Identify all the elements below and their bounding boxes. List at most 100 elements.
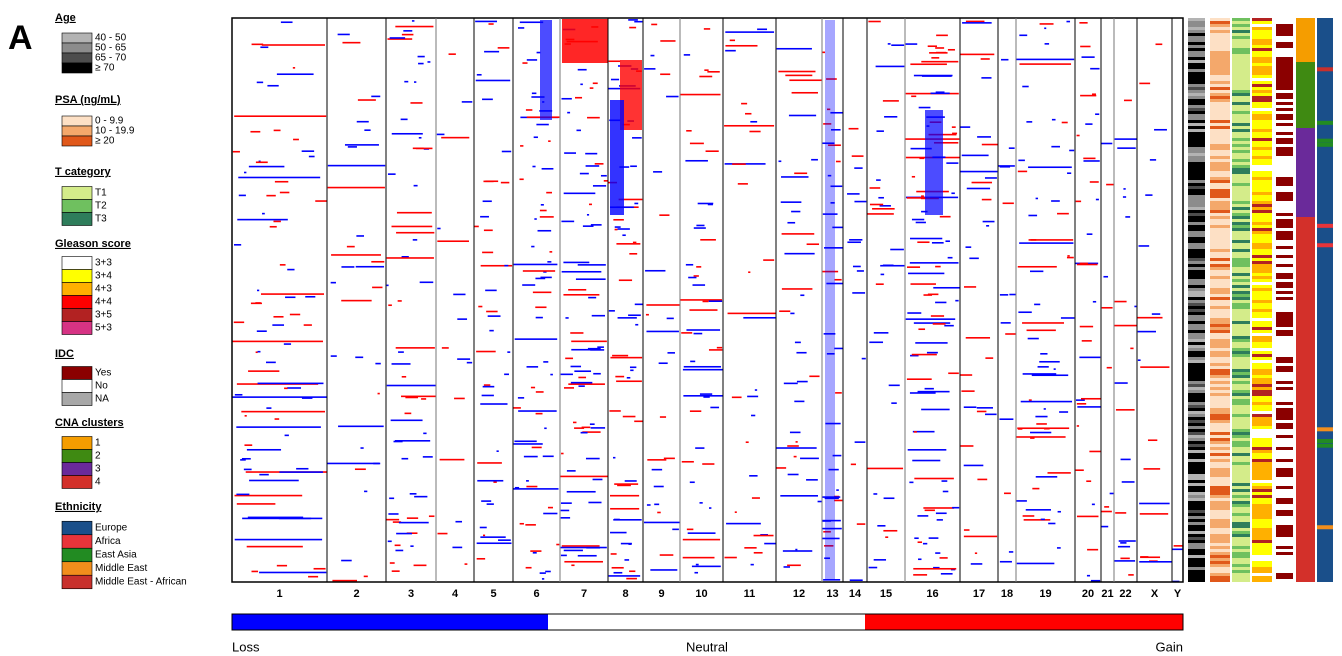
annotation-cell [1276, 264, 1293, 267]
annotation-cell [1232, 213, 1250, 216]
annotation-cell [1188, 48, 1205, 51]
cna-segment [653, 171, 663, 173]
annotation-cell [1232, 198, 1250, 201]
annotation-cell [1232, 546, 1250, 549]
annotation-cell [1188, 396, 1205, 399]
cna-segment [1075, 200, 1082, 203]
annotation-cell [1188, 324, 1205, 327]
annotation-cell [1210, 411, 1230, 414]
annotation-cell [1252, 270, 1272, 273]
annotation-cell [1252, 198, 1272, 201]
annotation-cell [1276, 222, 1293, 225]
cna-segment [906, 197, 926, 199]
cna-segment [251, 570, 259, 573]
cna-segment [912, 430, 935, 433]
cna-segment [680, 93, 721, 96]
annotation-cell [1252, 282, 1272, 285]
annotation-cell [1232, 216, 1250, 219]
annotation-cell [1210, 414, 1230, 417]
annotation-cell [1276, 303, 1293, 306]
cna-segment [856, 270, 864, 272]
annotation-cell [1276, 123, 1293, 126]
cna-segment [965, 246, 972, 248]
annotation-cell [1188, 303, 1205, 306]
cna-segment [413, 184, 418, 187]
annotation-cell [1232, 228, 1250, 231]
cna-segment [1139, 502, 1170, 505]
cna-segment [635, 323, 639, 326]
annotation-cell [1232, 507, 1250, 510]
annotation-cell [1232, 225, 1250, 228]
annotation-cell [1276, 336, 1293, 339]
cna-segment [455, 520, 463, 523]
annotation-cell [1188, 192, 1205, 195]
annotation-cell [1210, 57, 1230, 60]
annotation-cell [1232, 186, 1250, 189]
cna-segment [608, 60, 621, 63]
cna-segment [1109, 492, 1114, 495]
annotation-cell [1232, 75, 1250, 78]
annotation-cell [1252, 93, 1272, 96]
annotation-cell [1188, 474, 1205, 477]
annotation-cell [1232, 303, 1250, 306]
annotation-cell [1252, 192, 1272, 195]
cna-segment [266, 361, 276, 364]
annotation-cell [1252, 477, 1272, 480]
annotation-cell [1210, 423, 1230, 426]
cna-segment [781, 233, 815, 235]
annotation-cell [1252, 444, 1272, 447]
cna-segment [1031, 374, 1069, 377]
annotation-cell [1188, 231, 1205, 234]
annotation-cell [1276, 519, 1293, 522]
annotation-cell [1276, 237, 1293, 240]
annotation-cell [1276, 186, 1293, 189]
cna-segment [523, 455, 538, 458]
annotation-cell [1210, 402, 1230, 405]
annotation-cell [1232, 528, 1250, 531]
annotation-cell [1232, 522, 1250, 525]
annotation-cell [1188, 435, 1205, 438]
annotation-cell [1232, 117, 1250, 120]
legend-swatch [61, 321, 93, 335]
annotation-cell [1210, 303, 1230, 306]
annotation-cell [1210, 540, 1230, 543]
annotation-cell [1210, 30, 1230, 33]
colorbar-gain [865, 614, 1183, 630]
annotation-cell [1276, 261, 1293, 264]
cna-segment [1009, 293, 1016, 296]
cna-segment [1079, 22, 1088, 24]
cna-segment [828, 144, 841, 147]
cna-segment [852, 292, 866, 294]
cna-segment [261, 44, 325, 46]
cna-segment [477, 479, 504, 482]
cna-segment [441, 136, 470, 139]
annotation-cell [1188, 540, 1205, 543]
cna-segment [400, 118, 408, 121]
annotation-cell [1276, 423, 1293, 426]
cna-segment [590, 427, 606, 429]
cna-segment [1079, 262, 1088, 265]
cna-segment [610, 553, 617, 555]
cna-segment [634, 303, 643, 306]
annotation-cell [1252, 126, 1272, 129]
legend-swatch [61, 392, 93, 406]
annotation-cell [1232, 480, 1250, 483]
annotation-cell [1188, 216, 1205, 219]
cna-segment [935, 301, 947, 304]
cna-segment [885, 536, 889, 538]
annotation-cell [1232, 312, 1250, 315]
annotation-cell [1232, 384, 1250, 387]
cna-block [620, 60, 642, 130]
cna-segment [535, 316, 543, 319]
annotation-cell [1276, 357, 1293, 360]
annotation-cell [1232, 366, 1250, 369]
legend-swatch [61, 125, 93, 137]
cna-segment [976, 410, 987, 413]
annotation-cell [1210, 135, 1230, 138]
cna-segment [525, 109, 533, 111]
cna-segment [561, 452, 564, 455]
annotation-cell [1232, 360, 1250, 363]
annotation-cell [1252, 543, 1272, 546]
annotation-cell [1252, 84, 1272, 87]
annotation-cell [1188, 183, 1205, 186]
